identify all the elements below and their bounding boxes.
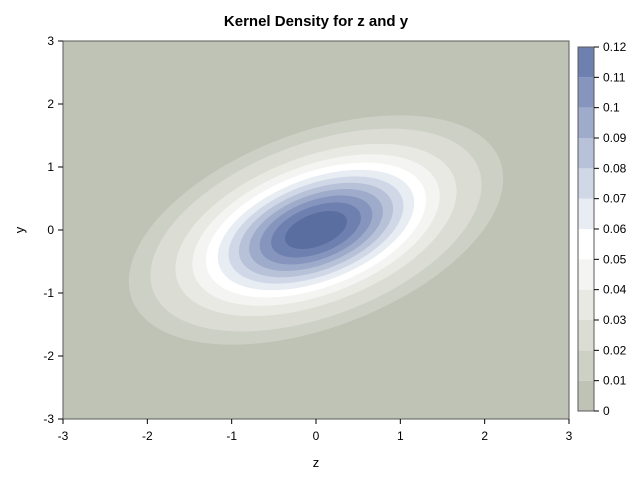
legend-tick-label: 0.07	[603, 192, 627, 206]
legend-swatch	[578, 77, 594, 108]
x-axis-label: z	[313, 455, 320, 470]
y-tick-label: -3	[43, 412, 54, 426]
x-tick-label: -2	[142, 429, 153, 443]
legend-swatch	[578, 47, 594, 78]
y-tick-label: 1	[47, 160, 54, 174]
color-legend: 0 0.01 0.02 0.03 0.04 0.05 0.06 0.07 0.08 0.09 0.1…	[577, 40, 627, 418]
legend-tick-label: 0.12	[603, 40, 627, 54]
legend-tick-label: 0.05	[603, 252, 627, 266]
legend-swatch	[578, 138, 594, 169]
x-tick-label: 0	[313, 429, 320, 443]
legend-swatch	[578, 168, 594, 199]
chart-title: Kernel Density for z and y	[224, 13, 409, 30]
x-tick-label: 3	[566, 429, 573, 443]
legend-swatch	[578, 198, 594, 229]
legend-tick-label: 0.01	[603, 374, 627, 388]
legend-tick-label: 0.03	[603, 313, 627, 327]
y-tick-label: 3	[47, 34, 54, 48]
contour-band-0.11	[285, 211, 347, 249]
contour-plot-area	[62, 40, 570, 420]
x-tick-label: 1	[397, 429, 404, 443]
x-tick-label: -3	[58, 429, 69, 443]
legend-tick-label: 0	[603, 404, 610, 418]
y-tick-label: -1	[43, 286, 54, 300]
y-axis: -3 -2 -1 0 1 2 3	[43, 34, 63, 426]
x-tick-label: 2	[481, 429, 488, 443]
legend-swatch	[578, 289, 594, 320]
x-tick-label: -1	[226, 429, 237, 443]
legend-swatch	[578, 380, 594, 411]
legend-tick-label: 0.09	[603, 131, 627, 145]
legend-tick-label: 0.11	[603, 70, 626, 84]
y-tick-label: -2	[43, 349, 54, 363]
y-tick-label: 2	[47, 97, 54, 111]
legend-swatch	[578, 350, 594, 381]
legend-tick-label: 0.1	[603, 101, 620, 115]
x-axis: -3 -2 -1 0 1 2 3	[58, 419, 573, 443]
contour-bands	[128, 115, 504, 345]
legend-swatch	[578, 107, 594, 138]
y-tick-label: 0	[47, 223, 54, 237]
legend-tick-label: 0.04	[603, 283, 627, 297]
legend-tick-label: 0.08	[603, 161, 627, 175]
y-axis-label: y	[12, 226, 27, 233]
legend-swatch	[578, 320, 594, 351]
legend-tick-label: 0.02	[603, 343, 627, 357]
legend-swatch	[578, 259, 594, 290]
legend-tick-label: 0.06	[603, 222, 627, 236]
legend-swatch	[578, 229, 594, 260]
